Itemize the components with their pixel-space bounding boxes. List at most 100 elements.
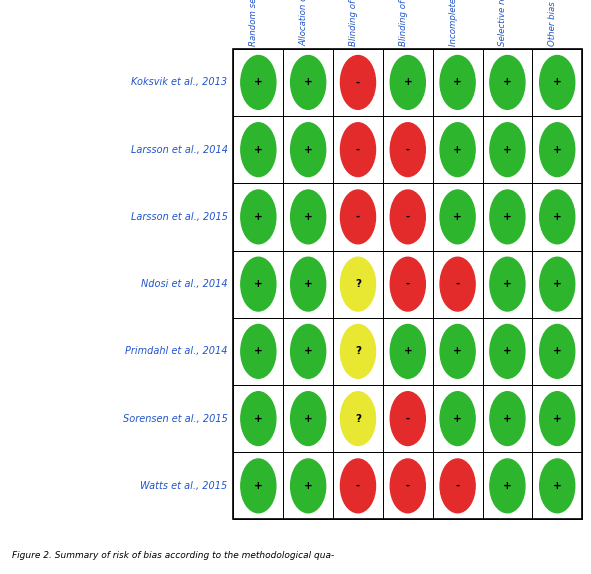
Text: +: +	[304, 77, 313, 87]
Bar	[283, 116, 333, 183]
Ellipse shape	[390, 324, 426, 378]
Text: Watts et al., 2015: Watts et al., 2015	[140, 481, 228, 491]
Text: +: +	[503, 212, 512, 222]
Bar	[283, 318, 333, 385]
Text: ?: ?	[355, 279, 361, 289]
Bar	[333, 385, 383, 452]
Ellipse shape	[490, 257, 525, 311]
Ellipse shape	[340, 123, 375, 177]
Bar	[433, 183, 482, 250]
Ellipse shape	[490, 190, 525, 244]
Bar	[283, 183, 333, 250]
Text: Selective reporting (reporting bias): Selective reporting (reporting bias)	[498, 0, 508, 46]
Text: ?: ?	[355, 346, 361, 356]
Ellipse shape	[490, 459, 525, 513]
Text: +: +	[553, 414, 561, 424]
Bar	[333, 452, 383, 519]
Text: +: +	[553, 279, 561, 289]
Bar	[383, 452, 433, 519]
Bar	[532, 385, 582, 452]
Bar	[532, 452, 582, 519]
Text: +: +	[453, 145, 462, 154]
Text: Ndosi et al., 2014: Ndosi et al., 2014	[141, 279, 228, 289]
Bar	[482, 385, 532, 452]
Bar	[532, 49, 582, 116]
Text: -: -	[356, 481, 360, 491]
Ellipse shape	[241, 123, 276, 177]
Bar	[482, 318, 532, 385]
Ellipse shape	[540, 123, 575, 177]
Text: Primdahl et al., 2014: Primdahl et al., 2014	[125, 346, 228, 356]
Ellipse shape	[241, 391, 276, 445]
Text: +: +	[503, 145, 512, 154]
Text: -: -	[356, 212, 360, 222]
Text: Allocation concealment (selection bias): Allocation concealment (selection bias)	[299, 0, 308, 46]
Ellipse shape	[440, 257, 475, 311]
Ellipse shape	[390, 459, 426, 513]
Text: Sorensen et al., 2015: Sorensen et al., 2015	[123, 414, 228, 424]
Ellipse shape	[440, 391, 475, 445]
Bar	[433, 250, 482, 318]
Ellipse shape	[291, 324, 326, 378]
Text: -: -	[356, 77, 360, 87]
Text: Blinding of outcome assessment (detection bias): Blinding of outcome assessment (detectio…	[399, 0, 408, 46]
Bar	[482, 250, 532, 318]
Text: Koksvik et al., 2013: Koksvik et al., 2013	[131, 77, 228, 87]
Bar	[233, 452, 283, 519]
Bar	[333, 49, 383, 116]
Text: -: -	[405, 212, 410, 222]
Ellipse shape	[490, 123, 525, 177]
Ellipse shape	[440, 190, 475, 244]
Text: +: +	[304, 481, 313, 491]
Text: Incomplete outcome data (attrition bias): Incomplete outcome data (attrition bias)	[449, 0, 457, 46]
Ellipse shape	[390, 391, 426, 445]
Ellipse shape	[340, 324, 375, 378]
Text: Blinding of participants and personnel (performance bias): Blinding of participants and personnel (…	[349, 0, 358, 46]
Ellipse shape	[390, 257, 426, 311]
Bar	[383, 318, 433, 385]
Text: +: +	[453, 346, 462, 356]
Ellipse shape	[540, 391, 575, 445]
Text: -: -	[456, 481, 460, 491]
Ellipse shape	[340, 190, 375, 244]
Text: +: +	[553, 145, 561, 154]
Bar	[532, 250, 582, 318]
Bar	[482, 116, 532, 183]
Ellipse shape	[540, 56, 575, 109]
Text: +: +	[553, 346, 561, 356]
Bar	[233, 318, 283, 385]
Ellipse shape	[390, 123, 426, 177]
Ellipse shape	[490, 391, 525, 445]
Ellipse shape	[390, 56, 426, 109]
Bar	[233, 250, 283, 318]
Text: -: -	[356, 145, 360, 154]
Ellipse shape	[340, 56, 375, 109]
Ellipse shape	[540, 324, 575, 378]
Text: +: +	[453, 414, 462, 424]
Ellipse shape	[440, 459, 475, 513]
Text: +: +	[503, 346, 512, 356]
Text: Larsson et al., 2014: Larsson et al., 2014	[131, 145, 228, 154]
Text: -: -	[456, 279, 460, 289]
Bar	[333, 183, 383, 250]
Bar	[383, 250, 433, 318]
Text: +: +	[254, 145, 263, 154]
Text: +: +	[304, 414, 313, 424]
Bar	[383, 183, 433, 250]
Bar	[333, 250, 383, 318]
Bar	[333, 116, 383, 183]
Text: +: +	[254, 212, 263, 222]
Bar	[233, 49, 582, 519]
Bar	[333, 318, 383, 385]
Text: +: +	[503, 279, 512, 289]
Text: +: +	[503, 414, 512, 424]
Text: +: +	[254, 481, 263, 491]
Ellipse shape	[540, 459, 575, 513]
Text: +: +	[453, 77, 462, 87]
Bar	[532, 116, 582, 183]
Text: +: +	[553, 481, 561, 491]
Text: +: +	[404, 346, 412, 356]
Text: -: -	[405, 279, 410, 289]
Text: +: +	[254, 346, 263, 356]
Ellipse shape	[241, 56, 276, 109]
